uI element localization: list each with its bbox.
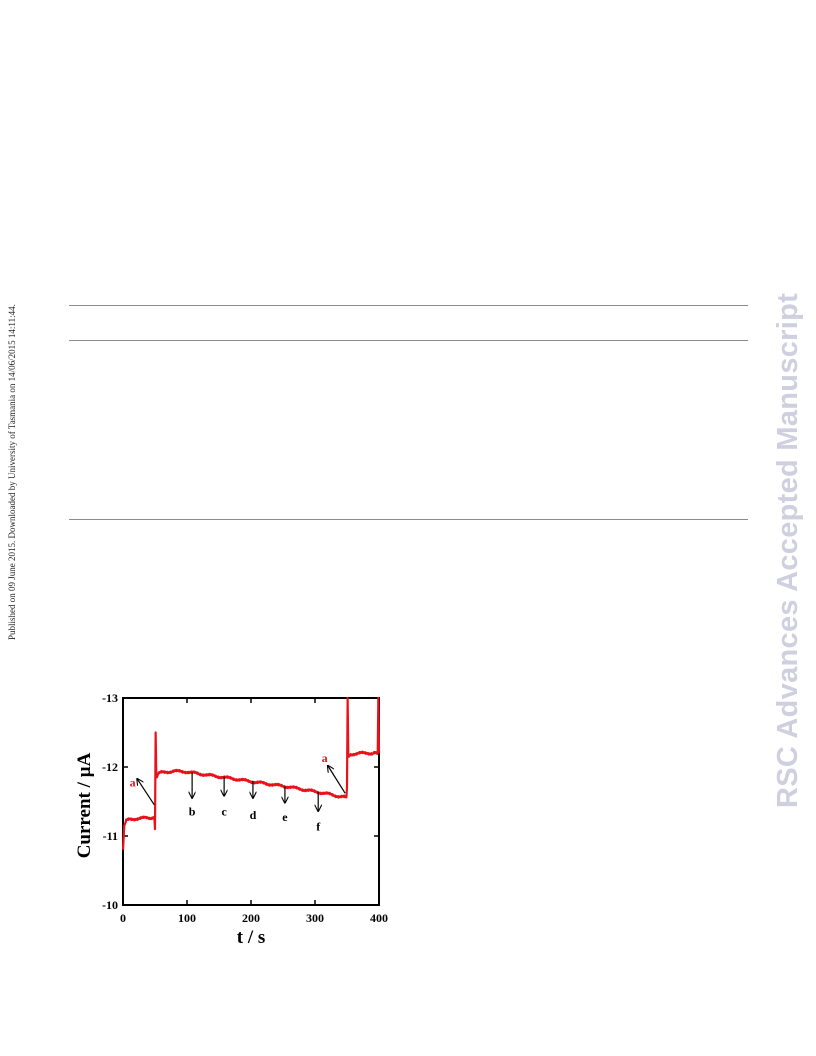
x-tick-label: 200 — [242, 911, 260, 925]
plot-frame — [122, 697, 380, 906]
table-top-rule — [69, 305, 748, 306]
y-tick-label: -10 — [102, 898, 118, 912]
journal-watermark: RSC Advances Accepted Manuscript — [772, 292, 804, 808]
amperometry-chart: 0 100 200 300 400 -13 -12 -11 -10 t / s Current / … — [74, 691, 388, 948]
annotation-label: e — [282, 810, 288, 824]
x-tick-label: 300 — [306, 911, 324, 925]
download-notice: Published on 09 June 2015. Downloaded by… — [7, 304, 17, 640]
table-header-rule — [69, 340, 748, 341]
annotation-label: a — [130, 775, 136, 789]
x-tick-label: 100 — [178, 911, 196, 925]
annotation-label: b — [189, 804, 196, 818]
x-tick-label: 400 — [370, 911, 388, 925]
annotation-arrow — [137, 779, 155, 806]
x-axis-title: t / s — [237, 927, 266, 948]
y-axis-title: Current / µA — [74, 752, 95, 858]
current-trace — [121, 696, 381, 850]
table-bottom-rule — [69, 519, 748, 520]
annotation-label: f — [316, 819, 321, 833]
y-tick-label: -13 — [102, 691, 118, 705]
annotation-label: a — [322, 751, 328, 765]
annotation-arrow — [328, 766, 346, 794]
x-tick-label: 0 — [120, 911, 126, 925]
annotation-label: d — [250, 808, 257, 822]
annotation-label: c — [221, 804, 227, 818]
y-tick-label: -11 — [103, 829, 118, 843]
y-tick-label: -12 — [102, 760, 118, 774]
